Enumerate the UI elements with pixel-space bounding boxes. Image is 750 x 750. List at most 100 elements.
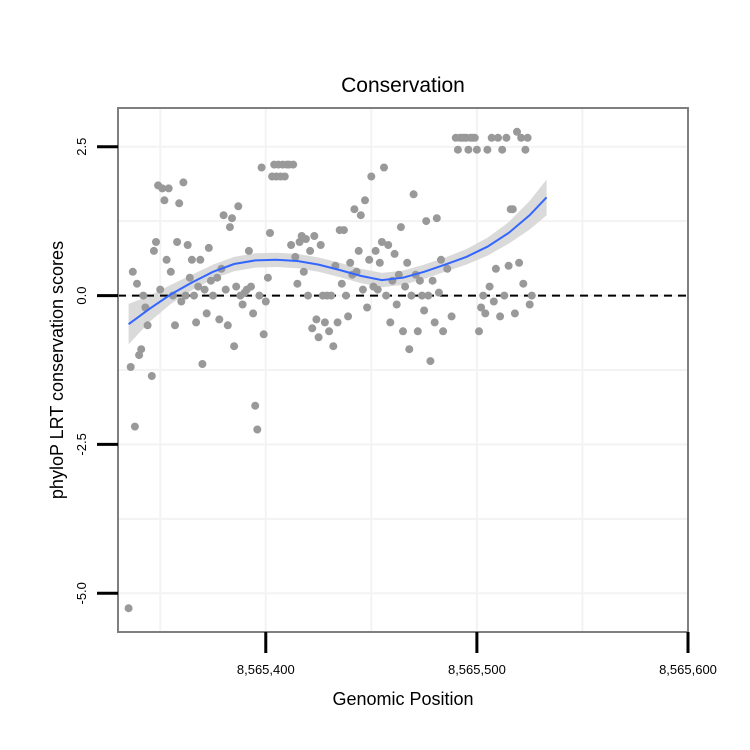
data-point	[304, 291, 312, 300]
data-point	[361, 196, 369, 205]
data-point	[510, 309, 519, 318]
data-point	[130, 422, 139, 431]
x-axis-title: Genomic Position	[332, 689, 473, 709]
data-point	[306, 246, 315, 255]
data-point	[164, 184, 173, 193]
data-point	[430, 318, 439, 327]
data-point	[200, 285, 209, 294]
data-point	[310, 232, 319, 240]
data-point	[390, 249, 399, 258]
data-point	[494, 133, 502, 142]
data-point	[439, 327, 448, 336]
data-point	[498, 145, 507, 154]
data-point	[206, 276, 215, 285]
data-point	[500, 291, 509, 300]
data-point	[432, 214, 441, 223]
data-point	[238, 300, 247, 309]
data-point	[244, 246, 253, 255]
data-point	[192, 318, 201, 327]
y-tick-label: -2.5	[74, 433, 89, 455]
data-point	[472, 145, 481, 154]
data-point	[350, 205, 359, 214]
data-point	[344, 312, 353, 321]
data-point	[196, 255, 205, 264]
data-point	[299, 267, 308, 276]
data-point	[375, 258, 384, 267]
data-point	[325, 327, 334, 336]
data-point	[418, 291, 426, 300]
data-point	[363, 303, 372, 312]
data-point	[280, 172, 289, 181]
data-point	[434, 288, 443, 297]
data-point	[301, 235, 310, 243]
data-point	[354, 246, 363, 255]
data-point	[255, 291, 264, 300]
data-point	[139, 291, 148, 300]
data-point	[365, 255, 374, 264]
data-point	[409, 190, 418, 199]
data-point	[339, 226, 348, 235]
y-tick-label: 2.5	[74, 138, 89, 156]
data-point	[464, 145, 473, 154]
x-tick-label: 8,565,500	[448, 662, 506, 677]
data-point	[232, 282, 241, 291]
data-point	[519, 279, 528, 288]
data-point	[249, 309, 258, 318]
data-point	[219, 211, 228, 220]
data-point	[179, 178, 188, 187]
data-point	[373, 285, 382, 294]
data-point	[312, 315, 321, 324]
data-point	[133, 279, 141, 288]
data-point	[496, 312, 505, 321]
data-point	[247, 282, 255, 291]
data-point	[399, 327, 407, 336]
data-point	[257, 163, 266, 172]
data-point	[428, 276, 437, 285]
data-point	[147, 372, 156, 380]
data-point	[316, 241, 325, 249]
data-point	[263, 273, 272, 282]
data-point	[521, 145, 530, 154]
confidence-band	[128, 179, 547, 345]
data-point	[346, 258, 355, 267]
panel-border	[117, 107, 689, 633]
data-point	[177, 297, 186, 306]
data-point	[380, 163, 388, 172]
data-point	[502, 133, 511, 142]
data-point	[158, 184, 167, 193]
data-point	[426, 357, 435, 366]
data-point	[513, 127, 521, 136]
data-point	[215, 315, 224, 324]
data-point	[422, 217, 431, 226]
data-points	[124, 127, 536, 613]
data-point	[470, 133, 479, 142]
data-point	[204, 243, 213, 252]
data-point	[485, 282, 494, 291]
data-point	[175, 199, 184, 208]
data-point	[223, 321, 232, 330]
y-axis: 2.5 0.0 -2.5 -5.0	[74, 138, 118, 605]
data-point	[401, 282, 410, 291]
data-point	[382, 291, 391, 300]
data-point	[202, 309, 211, 318]
data-point	[261, 297, 270, 306]
data-point	[489, 297, 498, 306]
data-point	[259, 330, 268, 339]
data-point	[358, 285, 367, 294]
data-point	[396, 223, 405, 232]
data-point	[407, 291, 416, 300]
data-point	[156, 285, 165, 294]
data-point	[453, 145, 462, 154]
data-point	[491, 264, 500, 273]
x-axis: 8,565,400 8,565,500 8,565,600	[237, 632, 717, 677]
data-point	[181, 291, 190, 300]
data-point	[447, 312, 456, 321]
data-point	[289, 160, 298, 169]
data-point	[342, 291, 350, 300]
data-point	[194, 282, 203, 291]
data-point	[124, 604, 133, 613]
data-point	[143, 321, 152, 330]
data-point	[213, 273, 222, 282]
data-point	[149, 246, 158, 255]
